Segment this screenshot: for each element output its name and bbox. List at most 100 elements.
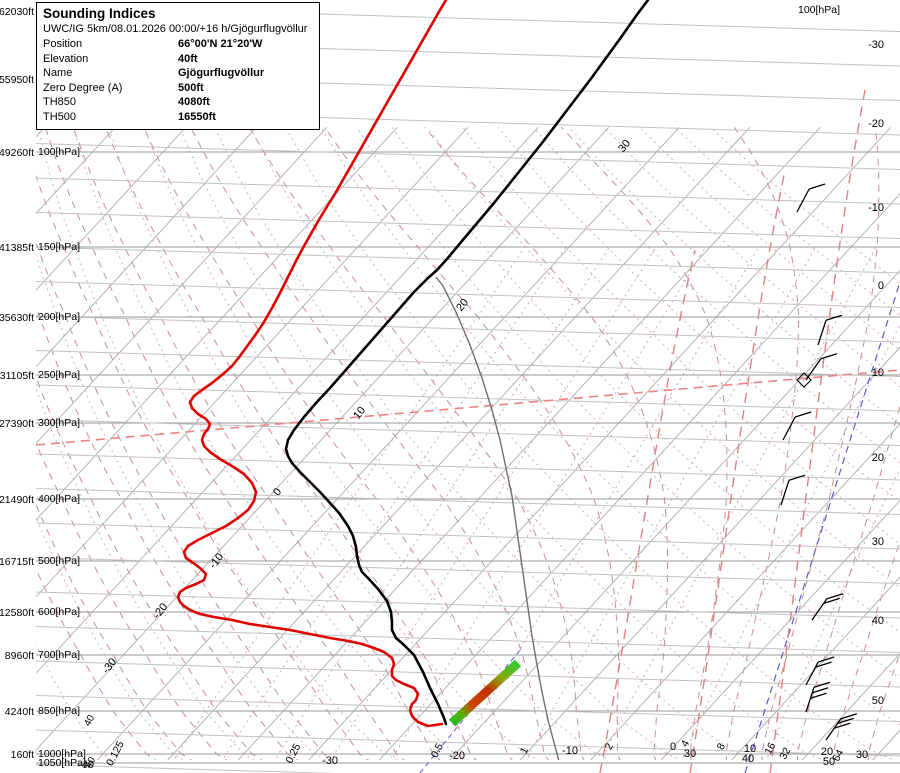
- isotherm-lines: [36, 126, 900, 760]
- mixing-ratio-label-4: 4: [679, 738, 692, 749]
- pressure-label-8: 700[hPa]: [38, 649, 80, 661]
- right-temp-label--30: -30: [868, 39, 884, 51]
- row-value-zero-degree: 500ft: [178, 81, 204, 94]
- right-temp-label-40: 40: [872, 615, 884, 627]
- mixing-ratio-label-40-bottom: 40: [83, 755, 98, 770]
- indices-table: Position 66°00'N 21°20'W Elevation 40ft …: [43, 37, 313, 124]
- bottom-temp-label2-40: 40: [742, 753, 754, 765]
- moist-adiabat-highlight: [689, 169, 786, 773]
- table-row: Name Gjögurflugvöllur: [43, 66, 313, 81]
- isotherm-label-10: 10: [351, 405, 368, 422]
- barb-100hPa: [796, 183, 826, 213]
- mixing-ratio-label-1: 1: [518, 745, 531, 756]
- mixing-ratio-label-2: 2: [603, 741, 616, 752]
- pressure-label-9: 850[hPa]: [38, 705, 80, 717]
- altitude-label-2: 35630ft: [0, 312, 34, 324]
- bottom-temp-label2-30: 30: [684, 748, 696, 760]
- barb-350hPa: [782, 411, 812, 441]
- altitude-label-4: 27390ft: [0, 418, 34, 430]
- station-symbol-icon: [796, 372, 812, 388]
- barb-300hPa: [805, 353, 838, 381]
- right-temp-label--20: -20: [868, 118, 884, 130]
- table-row: Position 66°00'N 21°20'W: [43, 37, 313, 52]
- panel-subtitle: UWC/IG 5km/08.01.2026 00:00/+16 h/Gjögur…: [43, 23, 308, 35]
- bottom-temp-label--20: -20: [449, 750, 465, 762]
- altitude-label-7: 12580ft: [0, 607, 34, 619]
- parcel-trajectory-line: [435, 276, 560, 760]
- pressure-label-7: 600[hPa]: [38, 606, 80, 618]
- pressure-label-top-right: 100[hPa]: [798, 4, 840, 16]
- bottom-temp-label--10: -10: [562, 745, 578, 757]
- bottom-temp-label--40: -40: [78, 759, 94, 771]
- mixing-ratio-label-8: 8: [715, 741, 728, 752]
- pressure-label-10: 1000[hPa]: [38, 748, 86, 760]
- mixing-ratio-label-64: 64: [830, 747, 846, 763]
- row-label-elevation: Elevation: [43, 52, 89, 65]
- bottom-temp-label--30: -30: [322, 755, 338, 767]
- cloud-layer-bar: [448, 659, 522, 727]
- isotherm-label-30: 30: [616, 138, 633, 155]
- pressure-label-2: 200[hPa]: [38, 311, 80, 323]
- right-temp-label-30: 30: [872, 536, 884, 548]
- special-level-lines: [35, 89, 900, 773]
- table-row: TH850 4080ft: [43, 95, 313, 110]
- pressure-label-11: 1050[hPa]: [38, 757, 86, 769]
- bottom-temp-label-10: 10: [744, 743, 756, 755]
- mixing-ratio-label-40-left: 40: [82, 713, 97, 728]
- right-temp-label--10: -10: [868, 202, 884, 214]
- isotherm-label-20: 20: [454, 297, 471, 314]
- wind-barb-column: [780, 183, 858, 741]
- bottom-temp-label2-50: 50: [823, 756, 835, 768]
- barb-400hPa: [780, 474, 806, 506]
- bottom-temp-label-0: 0: [670, 741, 676, 753]
- row-value-elevation: 40ft: [178, 52, 198, 65]
- altitude-label-9: 4240ft: [5, 706, 34, 718]
- altitude-top-label-0: 62030ft: [0, 6, 34, 18]
- altitude-label-10: 160ft: [11, 749, 34, 761]
- barb-250hPa: [817, 314, 843, 346]
- mixing-ratio-label-32: 32: [777, 745, 793, 761]
- altitude-top-label-1: 55950ft: [0, 74, 34, 86]
- right-temp-label-50: 50: [872, 695, 884, 707]
- altitude-label-5: 21490ft: [0, 494, 34, 506]
- dewpoint-profile-line: [176, 0, 448, 728]
- pressure-label-6: 500[hPa]: [38, 555, 80, 567]
- wetbulb-zero-line: [744, 281, 900, 773]
- right-temp-label-0: 0: [878, 280, 884, 292]
- sounding-indices-panel: Sounding Indices UWC/IG 5km/08.01.2026 0…: [36, 2, 320, 130]
- altitude-label-1: 41385ft: [0, 242, 34, 254]
- row-value-name: Gjögurflugvöllur: [178, 67, 265, 79]
- moist-adiabat-highlight: [599, 249, 696, 773]
- row-label-name: Name: [43, 67, 73, 79]
- barb-950hPa: [825, 713, 858, 741]
- row-value-th500: 16550ft: [178, 110, 216, 123]
- row-label-th850: TH850: [43, 96, 77, 108]
- row-label-position: Position: [43, 38, 83, 50]
- axis-labels: 49260ft 100[hPa]41385ft 150[hPa]35630ft 200…: [0, 4, 884, 771]
- altitude-label-8: 8960ft: [5, 650, 34, 662]
- bottom-temp-label-20: 20: [821, 746, 833, 758]
- altitude-label-0: 49260ft: [0, 147, 34, 159]
- panel-title: Sounding Indices: [43, 6, 156, 21]
- row-value-th850: 4080ft: [178, 96, 210, 108]
- mixing-ratio-label-16: 16: [762, 740, 778, 756]
- right-temp-label-20: 20: [872, 452, 884, 464]
- table-row: Zero Degree (A) 500ft: [43, 81, 313, 96]
- freezing-level-line: [35, 369, 900, 446]
- barb-750hPa: [805, 656, 835, 686]
- temperature-profile-line: [284, 0, 650, 726]
- row-label-zero-degree: Zero Degree (A): [43, 81, 123, 94]
- row-value-position: 66°00'N 21°20'W: [178, 38, 263, 50]
- altitude-label-3: 31105ft: [0, 370, 34, 382]
- table-row: Elevation 40ft: [43, 52, 313, 67]
- bottom-temp-label-30: 30: [856, 749, 868, 761]
- pressure-label-5: 400[hPa]: [38, 493, 80, 505]
- pressure-label-3: 250[hPa]: [38, 369, 80, 381]
- table-row: TH500 16550ft: [43, 110, 313, 125]
- barb-850hPa: [805, 681, 831, 713]
- pressure-label-1: 150[hPa]: [38, 241, 80, 253]
- row-label-th500: TH500: [43, 110, 77, 123]
- pressure-label-4: 300[hPa]: [38, 417, 80, 429]
